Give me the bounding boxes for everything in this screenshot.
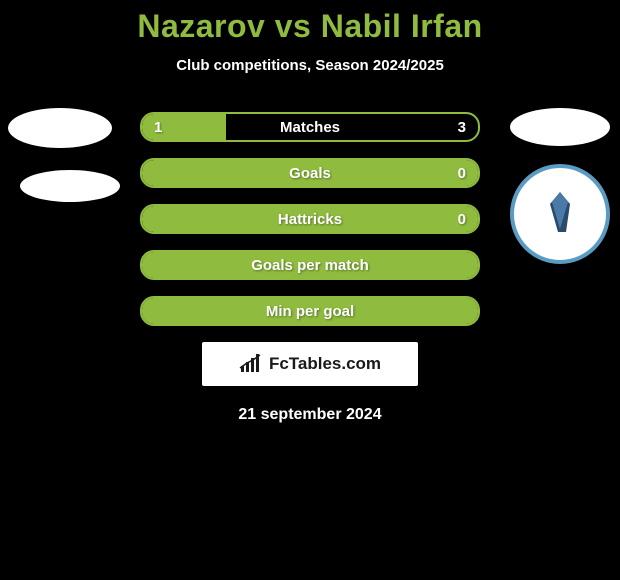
bar-right-value: 0: [458, 206, 466, 232]
season-subtitle: Club competitions, Season 2024/2025: [0, 57, 620, 74]
bar-label: Goals: [142, 160, 478, 186]
bar-right-value: 3: [458, 114, 466, 140]
bar-label: Hattricks: [142, 206, 478, 232]
bar-row: 1Matches3: [140, 112, 480, 142]
bar-row: Goals0: [140, 158, 480, 188]
comparison-bars: 1Matches3Goals0Hattricks0Goals per match…: [140, 112, 480, 326]
chart-icon: [239, 354, 265, 374]
bar-row: Min per goal: [140, 296, 480, 326]
comparison-title: Nazarov vs Nabil Irfan: [0, 0, 620, 45]
bar-row: Hattricks0: [140, 204, 480, 234]
bar-label: Matches: [142, 114, 478, 140]
chart-area: 1Matches3Goals0Hattricks0Goals per match…: [0, 112, 620, 326]
team-logo-left-1: [8, 108, 112, 148]
team-logo-right-2: [510, 164, 610, 264]
team-logo-right-1: [510, 108, 610, 146]
team-logo-left-2: [20, 170, 120, 202]
date-line: 21 september 2024: [0, 406, 620, 424]
bar-right-value: 0: [458, 160, 466, 186]
bar-label: Min per goal: [142, 298, 478, 324]
branding-text: FcTables.com: [269, 354, 381, 374]
branding-badge: FcTables.com: [202, 342, 418, 386]
bar-label: Goals per match: [142, 252, 478, 278]
club-crest-icon: [530, 184, 590, 244]
bar-row: Goals per match: [140, 250, 480, 280]
